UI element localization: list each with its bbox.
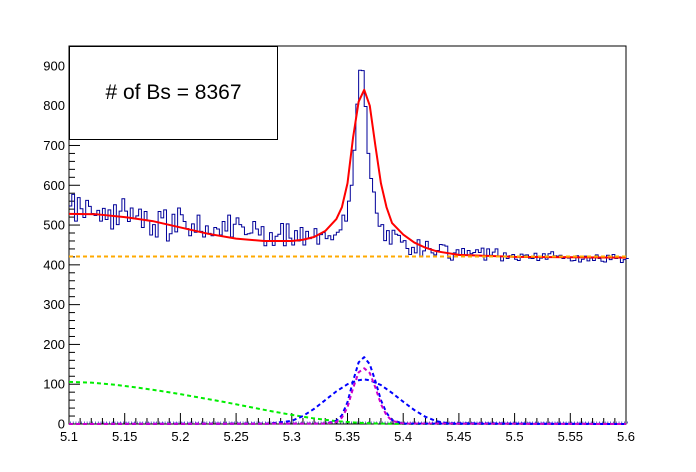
fit-curves bbox=[68, 88, 627, 425]
axes: 5.1 5.15 5.2 5.25 5.3 5.35 5.4 5.45 5.5 5.55 5.6 0 1… bbox=[43, 49, 635, 444]
x-tick-label: 5.5 bbox=[506, 429, 524, 444]
y-tick-label: 100 bbox=[43, 377, 65, 392]
stats-box: # of Bs = 8367 bbox=[69, 46, 278, 140]
y-tick-label: 400 bbox=[43, 257, 65, 272]
y-tick-label: 900 bbox=[43, 58, 65, 73]
fit-total-curve bbox=[68, 88, 627, 259]
y-tick-label: 200 bbox=[43, 337, 65, 352]
y-tick-label: 800 bbox=[43, 98, 65, 113]
x-tick-label: 5.15 bbox=[112, 429, 137, 444]
y-tick-label: 0 bbox=[58, 417, 65, 432]
fit-component-curve-4 bbox=[68, 356, 627, 425]
histogram-step-line bbox=[69, 69, 629, 263]
x-tick-label: 5.6 bbox=[617, 429, 635, 444]
fit-component-curve-3 bbox=[68, 378, 627, 425]
stats-text: # of Bs = 8367 bbox=[105, 81, 242, 104]
y-tick-label: 300 bbox=[43, 297, 65, 312]
y-tick-label: 700 bbox=[43, 138, 65, 153]
x-tick-label: 5.35 bbox=[335, 429, 360, 444]
x-tick-label: 5.1 bbox=[60, 429, 78, 444]
x-tick-label: 5.45 bbox=[446, 429, 471, 444]
y-tick-label: 500 bbox=[43, 218, 65, 233]
x-tick-label: 5.55 bbox=[558, 429, 583, 444]
x-tick-label: 5.2 bbox=[171, 429, 189, 444]
x-tick-label: 5.3 bbox=[283, 429, 301, 444]
x-tick-label: 5.4 bbox=[394, 429, 412, 444]
x-tick-label: 5.25 bbox=[223, 429, 248, 444]
y-tick-label: 600 bbox=[43, 178, 65, 193]
fit-component-curve-5 bbox=[68, 367, 627, 425]
